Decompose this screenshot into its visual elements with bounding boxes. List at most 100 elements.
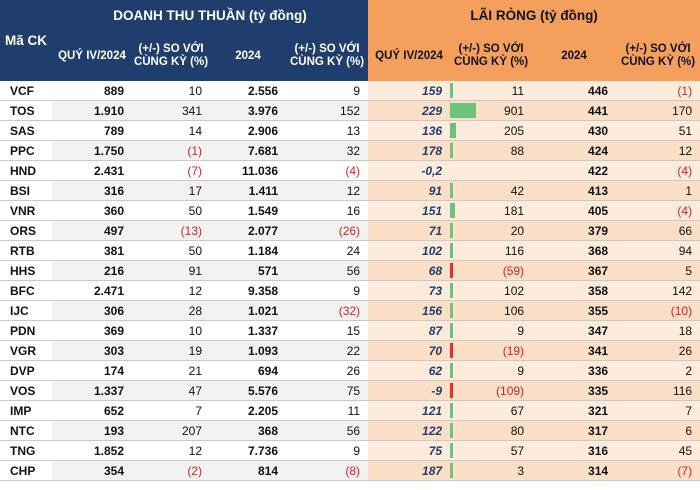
table-row: VNR 360 50 1.549 16 151 181 405 (4) (0, 200, 700, 221)
rev-y-chg-cell: 56 (286, 260, 369, 281)
profit-change-bar (450, 243, 454, 258)
profit-q4-change-value: (19) (502, 343, 525, 358)
np-q4-cell: -0,2 (368, 160, 451, 181)
ticker-cell: HHS (0, 260, 52, 281)
rev-q4-cell: 1.852 (52, 440, 132, 461)
np-y-chg-cell: (4) (616, 200, 700, 221)
rev-y-chg-cell: 12 (286, 180, 369, 201)
np-q4-cell: 102 (368, 240, 451, 261)
np-y-chg-cell: 45 (616, 440, 700, 461)
rev-y-cell: 2.077 (210, 220, 286, 241)
np-y-cell: 422 (532, 160, 617, 181)
profit-change-bar (450, 443, 454, 458)
np-y-chg-cell: (10) (616, 300, 700, 321)
np-q4-cell: 229 (368, 100, 451, 121)
rev-y-chg-cell: 22 (286, 340, 369, 361)
np-y-cell: 368 (532, 240, 617, 261)
table-row: TOS 1.910 341 3.976 152 229 901 441 170 (0, 100, 700, 121)
table-row: ORS 497 (13) 2.077 (26) 71 20 379 66 (0, 220, 700, 241)
np-q4-cell: 62 (368, 360, 451, 381)
np-y-cell: 316 (532, 440, 617, 461)
ticker-cell: ORS (0, 220, 52, 241)
np-y-chg-cell: 1 (616, 180, 700, 201)
rev-q4-cell: 1.750 (52, 140, 132, 161)
np-q4-chg-cell: 9 (450, 320, 533, 341)
rev-q4-chg-cell: (2) (132, 460, 210, 481)
rev-y-chg-cell: 15 (286, 320, 369, 341)
profit-q4-change-value: 3 (517, 463, 525, 478)
np-q4-chg-cell: (59) (450, 260, 533, 281)
rev-q4-chg-cell: 19 (132, 340, 210, 361)
np-q4-cell: 121 (368, 400, 451, 421)
rev-y-chg-cell: 9 (286, 81, 369, 101)
rev-y-cell: 2.556 (210, 81, 286, 101)
profit-q4-change-value: 901 (504, 103, 525, 118)
np-y-cell: 405 (532, 200, 617, 221)
ticker-header: Mã CK (0, 0, 52, 81)
np-y-chg-cell: 12 (616, 140, 700, 161)
table-row: IMP 652 7 2.205 11 121 67 321 7 (0, 400, 700, 421)
np-y-chg-cell: (1) (616, 81, 700, 101)
profit-change-bar (450, 343, 454, 358)
np-y-chg-cell: (4) (616, 160, 700, 181)
np-y-cell: 314 (532, 460, 617, 481)
rev-q4-cell: 174 (52, 360, 132, 381)
np-q4-chg-cell: 3 (450, 460, 533, 481)
profit-q4-change-header: (+/-) SO VỚI CÙNG KỲ (%) (450, 31, 533, 81)
rev-y-chg-cell: 152 (286, 100, 369, 121)
rev-y-chg-cell: 11 (286, 400, 369, 421)
profit-q4-change-value: 205 (504, 123, 525, 138)
rev-q4-chg-cell: 17 (132, 180, 210, 201)
table-row: VCF 889 10 2.556 9 159 11 446 (1) (0, 81, 700, 101)
np-y-cell: 336 (532, 360, 617, 381)
rev-y-chg-cell: (8) (286, 460, 369, 481)
profit-change-bar (450, 463, 454, 478)
rev-q4-cell: 381 (52, 240, 132, 261)
profit-change-bar (450, 323, 454, 338)
np-y-chg-cell: 66 (616, 220, 700, 241)
rev-q4-chg-cell: 28 (132, 300, 210, 321)
table-row: BSI 316 17 1.411 12 91 42 413 1 (0, 180, 700, 201)
rev-y-chg-cell: 26 (286, 360, 369, 381)
rev-y-cell: 2.205 (210, 400, 286, 421)
rev-y-cell: 1.021 (210, 300, 286, 321)
ticker-cell: TNG (0, 440, 52, 461)
np-q4-chg-cell: 116 (450, 240, 533, 261)
np-y-chg-cell: 170 (616, 100, 700, 121)
np-q4-cell: 91 (368, 180, 451, 201)
profit-q4-change-value: 88 (510, 143, 525, 158)
np-q4-cell: 151 (368, 200, 451, 221)
rev-y-chg-cell: 56 (286, 420, 369, 441)
profit-q4-header: QUÝ IV/2024 (368, 31, 451, 81)
np-q4-cell: 68 (368, 260, 451, 281)
rev-q4-cell: 216 (52, 260, 132, 281)
rev-y-cell: 2.906 (210, 120, 286, 141)
np-y-chg-cell: 94 (616, 240, 700, 261)
ticker-cell: BSI (0, 180, 52, 201)
table-row: RTB 381 50 1.184 24 102 116 368 94 (0, 240, 700, 261)
profit-change-bar (450, 183, 454, 198)
profit-q4-change-value: 102 (504, 283, 525, 298)
ticker-cell: SAS (0, 120, 52, 141)
profit-change-bar (450, 83, 454, 98)
rev-y-cell: 11.036 (210, 160, 286, 181)
np-y-cell: 335 (532, 380, 617, 401)
np-q4-cell: 71 (368, 220, 451, 241)
np-q4-chg-cell: (19) (450, 340, 533, 361)
revenue-year-header: 2024 (210, 31, 286, 81)
rev-y-cell: 1.093 (210, 340, 286, 361)
np-q4-chg-cell: 901 (450, 100, 533, 121)
np-q4-chg-cell: 20 (450, 220, 533, 241)
rev-q4-chg-cell: 21 (132, 360, 210, 381)
table-row: HND 2.431 (7) 11.036 (4) -0,2 422 (4) (0, 160, 700, 181)
np-q4-chg-cell: 106 (450, 300, 533, 321)
ticker-cell: TOS (0, 100, 52, 121)
table-row: IJC 306 28 1.021 (32) 156 106 355 (10) (0, 300, 700, 321)
np-q4-chg-cell: 102 (450, 280, 533, 301)
table-row: NTC 193 207 368 56 122 80 317 6 (0, 420, 700, 441)
rev-y-cell: 1.184 (210, 240, 286, 261)
table-row: SAS 789 14 2.906 13 136 205 430 51 (0, 120, 700, 141)
profit-change-bar (450, 403, 454, 418)
np-q4-chg-cell: 9 (450, 360, 533, 381)
profit-change-bar (450, 143, 454, 158)
